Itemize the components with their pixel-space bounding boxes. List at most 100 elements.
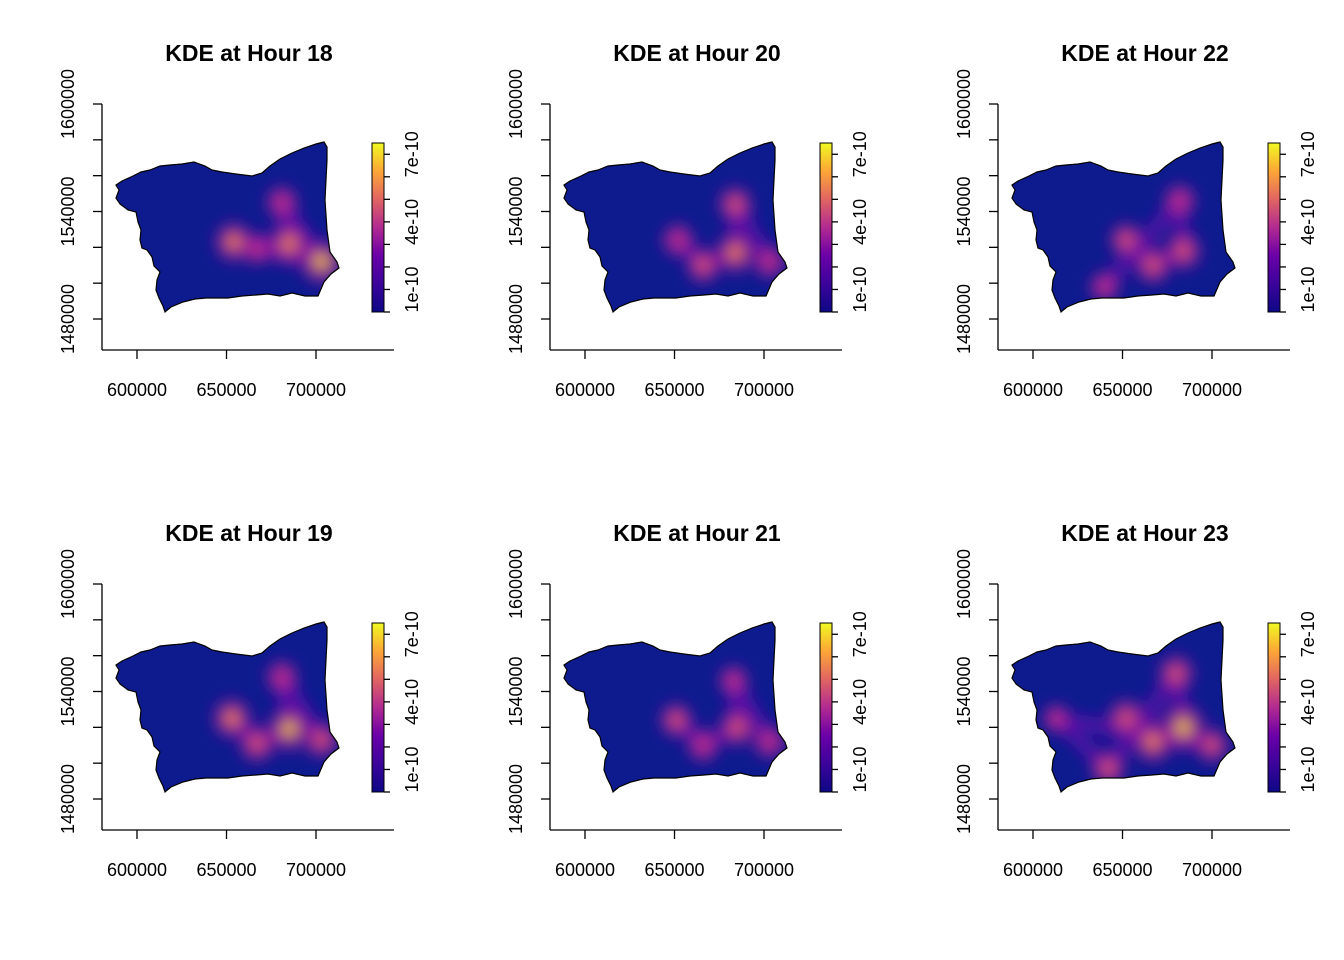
density-surface [564, 142, 787, 312]
colorbar-gradient [1267, 622, 1281, 793]
colorbar-gradient [371, 142, 385, 313]
colorbar-tick-label: 4e-10 [850, 679, 870, 725]
colorbar-tick-label: 7e-10 [402, 131, 422, 177]
x-axis: 600000 650000 700000 [102, 829, 394, 880]
y-tick-label: 1480000 [506, 284, 526, 354]
y-tick-label: 1480000 [58, 764, 78, 834]
colorbar-tick-label: 4e-10 [850, 199, 870, 245]
region-outline [563, 141, 788, 314]
y-tick-label: 1540000 [954, 656, 974, 726]
density-hotspot [682, 723, 724, 767]
y-axis: 1480000 1540000 1600000 [58, 549, 103, 834]
colorbar-tick-label: 7e-10 [1298, 131, 1318, 177]
density-hotspot [261, 655, 303, 699]
x-tick-label: 650000 [196, 860, 256, 880]
colorbar-tick-label: 4e-10 [402, 199, 422, 245]
colorbar: 1e-10 4e-10 7e-10 [819, 131, 870, 313]
x-axis: 600000 650000 700000 [102, 349, 394, 400]
colorbar: 1e-10 4e-10 7e-10 [371, 131, 422, 313]
colorbar-gradient [1267, 142, 1281, 313]
y-tick-label: 1540000 [58, 176, 78, 246]
density-hotspot [1086, 745, 1130, 792]
y-tick-label: 1600000 [58, 549, 78, 619]
colorbar: 1e-10 4e-10 7e-10 [1267, 131, 1318, 313]
density-surface [1012, 142, 1235, 312]
density-hotspot [714, 660, 753, 701]
y-axis: 1480000 1540000 1600000 [58, 69, 103, 354]
colorbar-tick-label: 7e-10 [850, 131, 870, 177]
colorbar-tick-label: 1e-10 [402, 266, 422, 312]
region-outline [1011, 141, 1236, 314]
density-hotspot [261, 181, 303, 224]
density-hotspot [1153, 650, 1199, 698]
x-tick-label: 600000 [555, 380, 615, 400]
x-axis: 600000 650000 700000 [998, 349, 1290, 400]
colorbar-tick-label: 7e-10 [850, 611, 870, 657]
density-hotspot [299, 717, 339, 763]
y-tick-label: 1540000 [506, 656, 526, 726]
x-tick-label: 700000 [734, 380, 794, 400]
colorbar-gradient [371, 622, 385, 793]
x-axis: 600000 650000 700000 [550, 829, 842, 880]
colorbar-tick-label: 1e-10 [402, 746, 422, 792]
y-tick-label: 1600000 [58, 69, 78, 139]
region-outline [1011, 621, 1236, 794]
density-hotspot [1085, 266, 1124, 307]
y-axis: 1480000 1540000 1600000 [506, 69, 551, 354]
density-surface [564, 622, 787, 792]
region-outline [563, 621, 788, 794]
colorbar-tick-label: 1e-10 [1298, 746, 1318, 792]
y-axis: 1480000 1540000 1600000 [506, 549, 551, 834]
density-hotspot [710, 226, 760, 279]
density-hotspot [1191, 723, 1233, 768]
y-tick-label: 1540000 [506, 176, 526, 246]
density-hotspot [749, 240, 787, 283]
y-tick-label: 1480000 [954, 764, 974, 834]
y-tick-label: 1480000 [58, 284, 78, 354]
density-surface [1012, 622, 1235, 792]
density-surface [116, 622, 339, 792]
colorbar-tick-label: 1e-10 [850, 266, 870, 312]
panel-title: KDE at Hour 22 [1061, 40, 1228, 66]
colorbar: 1e-10 4e-10 7e-10 [1267, 611, 1318, 793]
panel-title: KDE at Hour 19 [165, 520, 332, 546]
density-hotspot [1038, 700, 1074, 737]
x-tick-label: 650000 [644, 860, 704, 880]
x-tick-label: 700000 [286, 380, 346, 400]
colorbar-tick-label: 4e-10 [1298, 199, 1318, 245]
panel-title: KDE at Hour 23 [1061, 520, 1228, 546]
x-tick-label: 700000 [1182, 380, 1242, 400]
panel-hour-5: KDE at Hour 23 600000 650000 700000 1480000 1… [954, 520, 1318, 880]
y-tick-label: 1600000 [506, 549, 526, 619]
colorbar: 1e-10 4e-10 7e-10 [819, 611, 870, 793]
x-tick-label: 700000 [1182, 860, 1242, 880]
x-tick-label: 650000 [196, 380, 256, 400]
x-tick-label: 600000 [1003, 860, 1063, 880]
colorbar: 1e-10 4e-10 7e-10 [371, 611, 422, 793]
density-surface [116, 142, 339, 312]
y-tick-label: 1540000 [58, 656, 78, 726]
density-hotspot [294, 233, 339, 290]
region-outline [115, 141, 340, 314]
colorbar-tick-label: 7e-10 [402, 611, 422, 657]
x-tick-label: 650000 [644, 380, 704, 400]
x-axis: 600000 650000 700000 [998, 829, 1290, 880]
colorbar-gradient [819, 142, 833, 313]
y-tick-label: 1600000 [954, 549, 974, 619]
density-hotspot [1159, 179, 1201, 223]
x-tick-label: 600000 [107, 860, 167, 880]
x-tick-label: 700000 [286, 860, 346, 880]
density-hotspot [749, 720, 787, 763]
density-hotspot [238, 229, 276, 269]
colorbar-gradient [819, 622, 833, 793]
colorbar-tick-label: 4e-10 [402, 679, 422, 725]
region-outline [115, 621, 340, 794]
density-hotspot [713, 181, 758, 228]
x-tick-label: 700000 [734, 860, 794, 880]
panel-title: KDE at Hour 21 [613, 520, 781, 546]
